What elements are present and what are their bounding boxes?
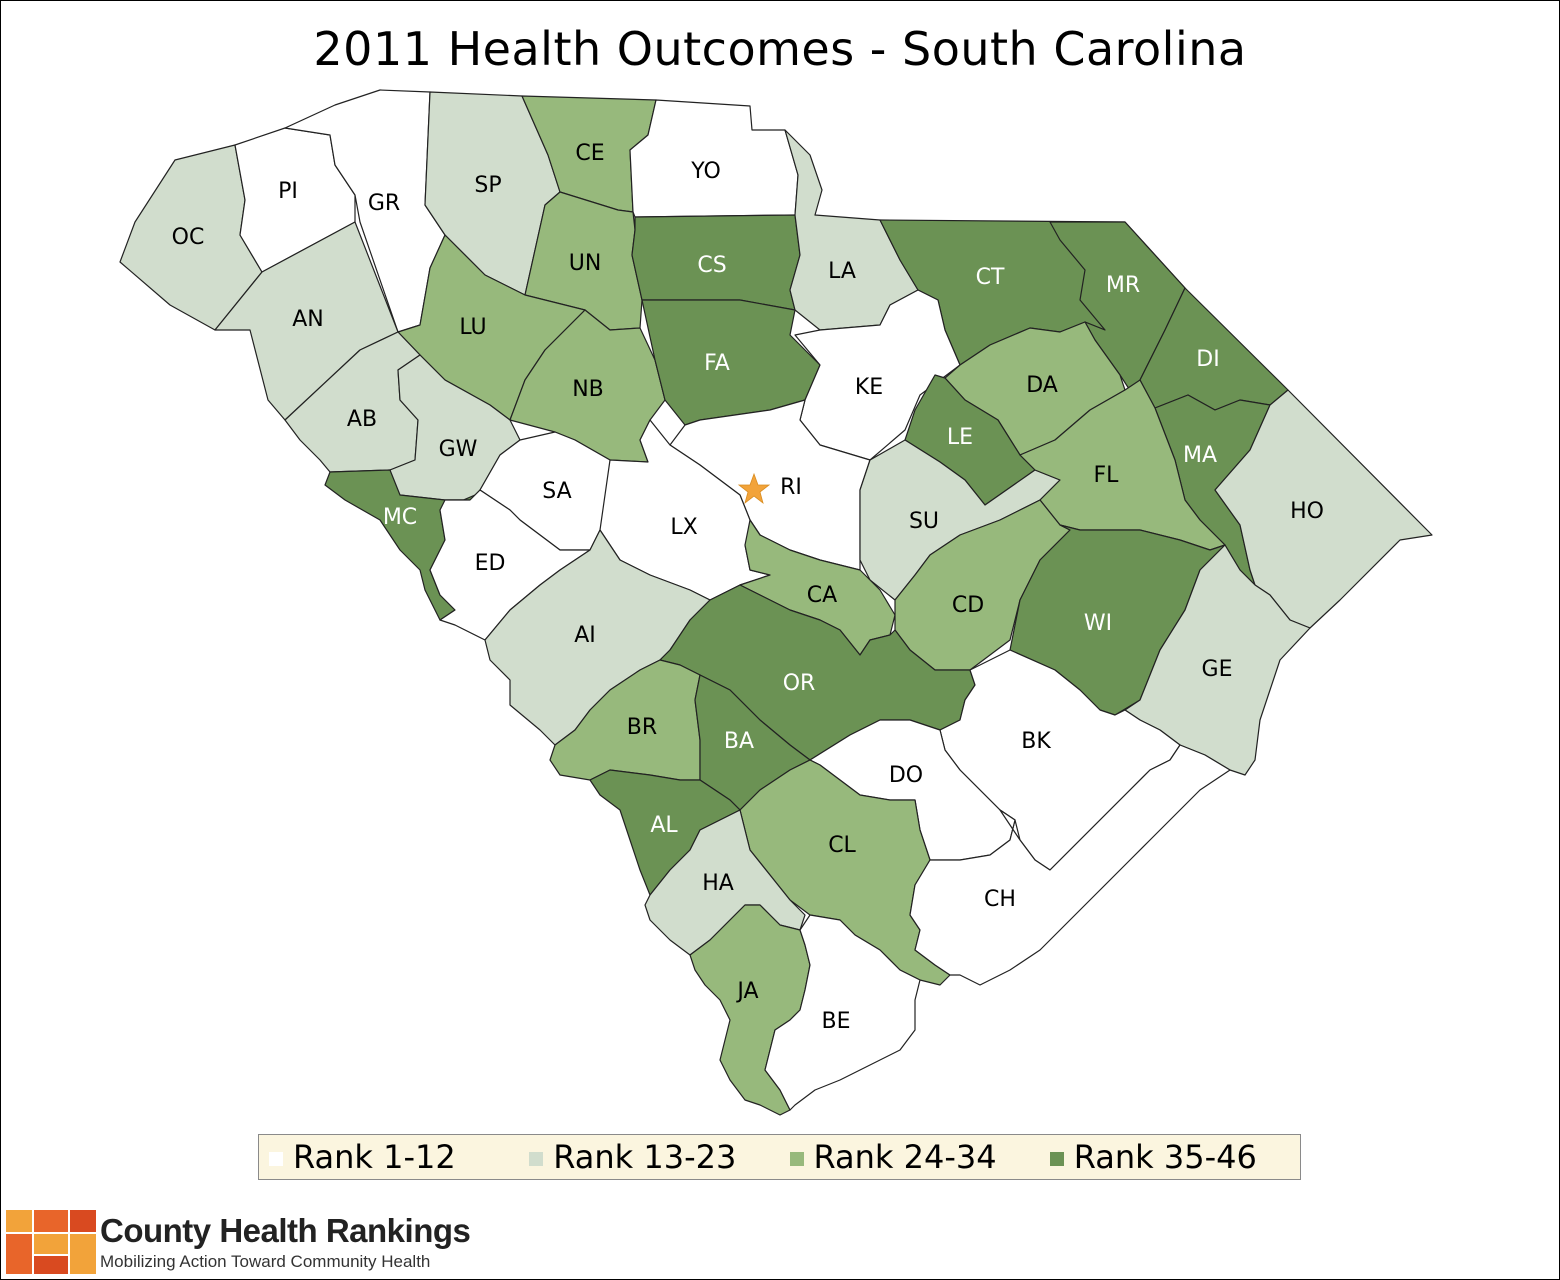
county-label-nb: NB — [572, 377, 604, 402]
county-label-ce: CE — [575, 141, 604, 166]
legend-swatch — [1049, 1152, 1064, 1166]
county-label-wi: WI — [1084, 611, 1112, 636]
legend-swatch — [789, 1152, 804, 1166]
county-un — [524, 191, 643, 331]
county-cd — [894, 499, 1071, 671]
county-label-cl: CL — [828, 833, 856, 858]
legend: Rank 1-12 Rank 13-23 Rank 24-34 Rank 35-… — [258, 1134, 1301, 1180]
county-label-gw: GW — [439, 437, 478, 462]
legend-label: Rank 13-23 — [553, 1138, 737, 1176]
county-label-ha: HA — [702, 871, 734, 896]
legend-swatch — [529, 1152, 544, 1166]
county-label-cs: CS — [697, 253, 726, 278]
county-label-cd: CD — [952, 593, 984, 618]
county-label-oc: OC — [172, 225, 205, 250]
county-label-un: UN — [569, 251, 602, 276]
county-label-ai: AI — [574, 623, 596, 648]
county-label-ja: JA — [735, 979, 758, 1004]
legend-label: Rank 24-34 — [813, 1138, 997, 1176]
county-label-ch: CH — [984, 887, 1016, 912]
county-label-br: BR — [627, 715, 657, 740]
county-label-ca: CA — [807, 583, 837, 608]
capital-star-icon — [737, 472, 771, 505]
county-label-lx: LX — [670, 515, 697, 540]
legend-swatch — [269, 1152, 283, 1166]
county-label-ct: CT — [976, 265, 1005, 290]
county-health-rankings-logo-icon — [6, 1210, 96, 1274]
legend-item-rank-35-46: Rank 35-46 — [1049, 1138, 1300, 1176]
county-label-bk: BK — [1021, 729, 1051, 754]
county-label-mr: MR — [1106, 273, 1140, 298]
county-label-ma: MA — [1183, 443, 1217, 468]
county-be — [764, 914, 921, 1111]
county-label-be: BE — [822, 1009, 851, 1034]
brand-tagline: Mobilizing Action Toward Community Healt… — [100, 1252, 431, 1271]
county-label-do: DO — [889, 763, 923, 788]
county-label-da: DA — [1026, 373, 1058, 398]
map-title: 2011 Health Outcomes - South Carolina — [313, 22, 1247, 76]
county-label-ed: ED — [475, 551, 506, 576]
legend-item-rank-1-12: Rank 1-12 — [269, 1138, 519, 1176]
brand-name: County Health Rankings — [100, 1212, 471, 1249]
county-label-sp: SP — [474, 173, 501, 198]
county-label-fa: FA — [704, 351, 730, 376]
county-label-su: SU — [909, 509, 939, 534]
county-label-la: LA — [828, 259, 856, 284]
county-label-ba: BA — [724, 729, 754, 754]
county-label-gr: GR — [368, 191, 400, 216]
legend-label: Rank 1-12 — [293, 1138, 456, 1176]
county-label-ab: AB — [347, 407, 377, 432]
county-label-pi: PI — [278, 179, 298, 204]
county-label-di: DI — [1196, 347, 1219, 372]
county-label-yo: YO — [690, 159, 721, 184]
county-label-ge: GE — [1202, 657, 1233, 682]
county-label-ri: RI — [780, 475, 802, 500]
legend-item-rank-13-23: Rank 13-23 — [529, 1138, 779, 1176]
county-label-ke: KE — [855, 375, 883, 400]
county-label-sa: SA — [542, 479, 571, 504]
county-ch — [909, 744, 1231, 986]
county-ke — [794, 289, 961, 461]
county-label-ho: HO — [1290, 499, 1324, 524]
county-label-an: AN — [292, 307, 324, 332]
county-label-mc: MC — [383, 505, 417, 530]
legend-item-rank-24-34: Rank 24-34 — [789, 1138, 1040, 1176]
county-label-fl: FL — [1094, 463, 1120, 488]
legend-label: Rank 35-46 — [1073, 1138, 1257, 1176]
county-label-or: OR — [783, 671, 816, 696]
county-label-lu: LU — [459, 315, 486, 340]
county-label-al: AL — [650, 813, 678, 838]
county-label-le: LE — [947, 425, 973, 450]
